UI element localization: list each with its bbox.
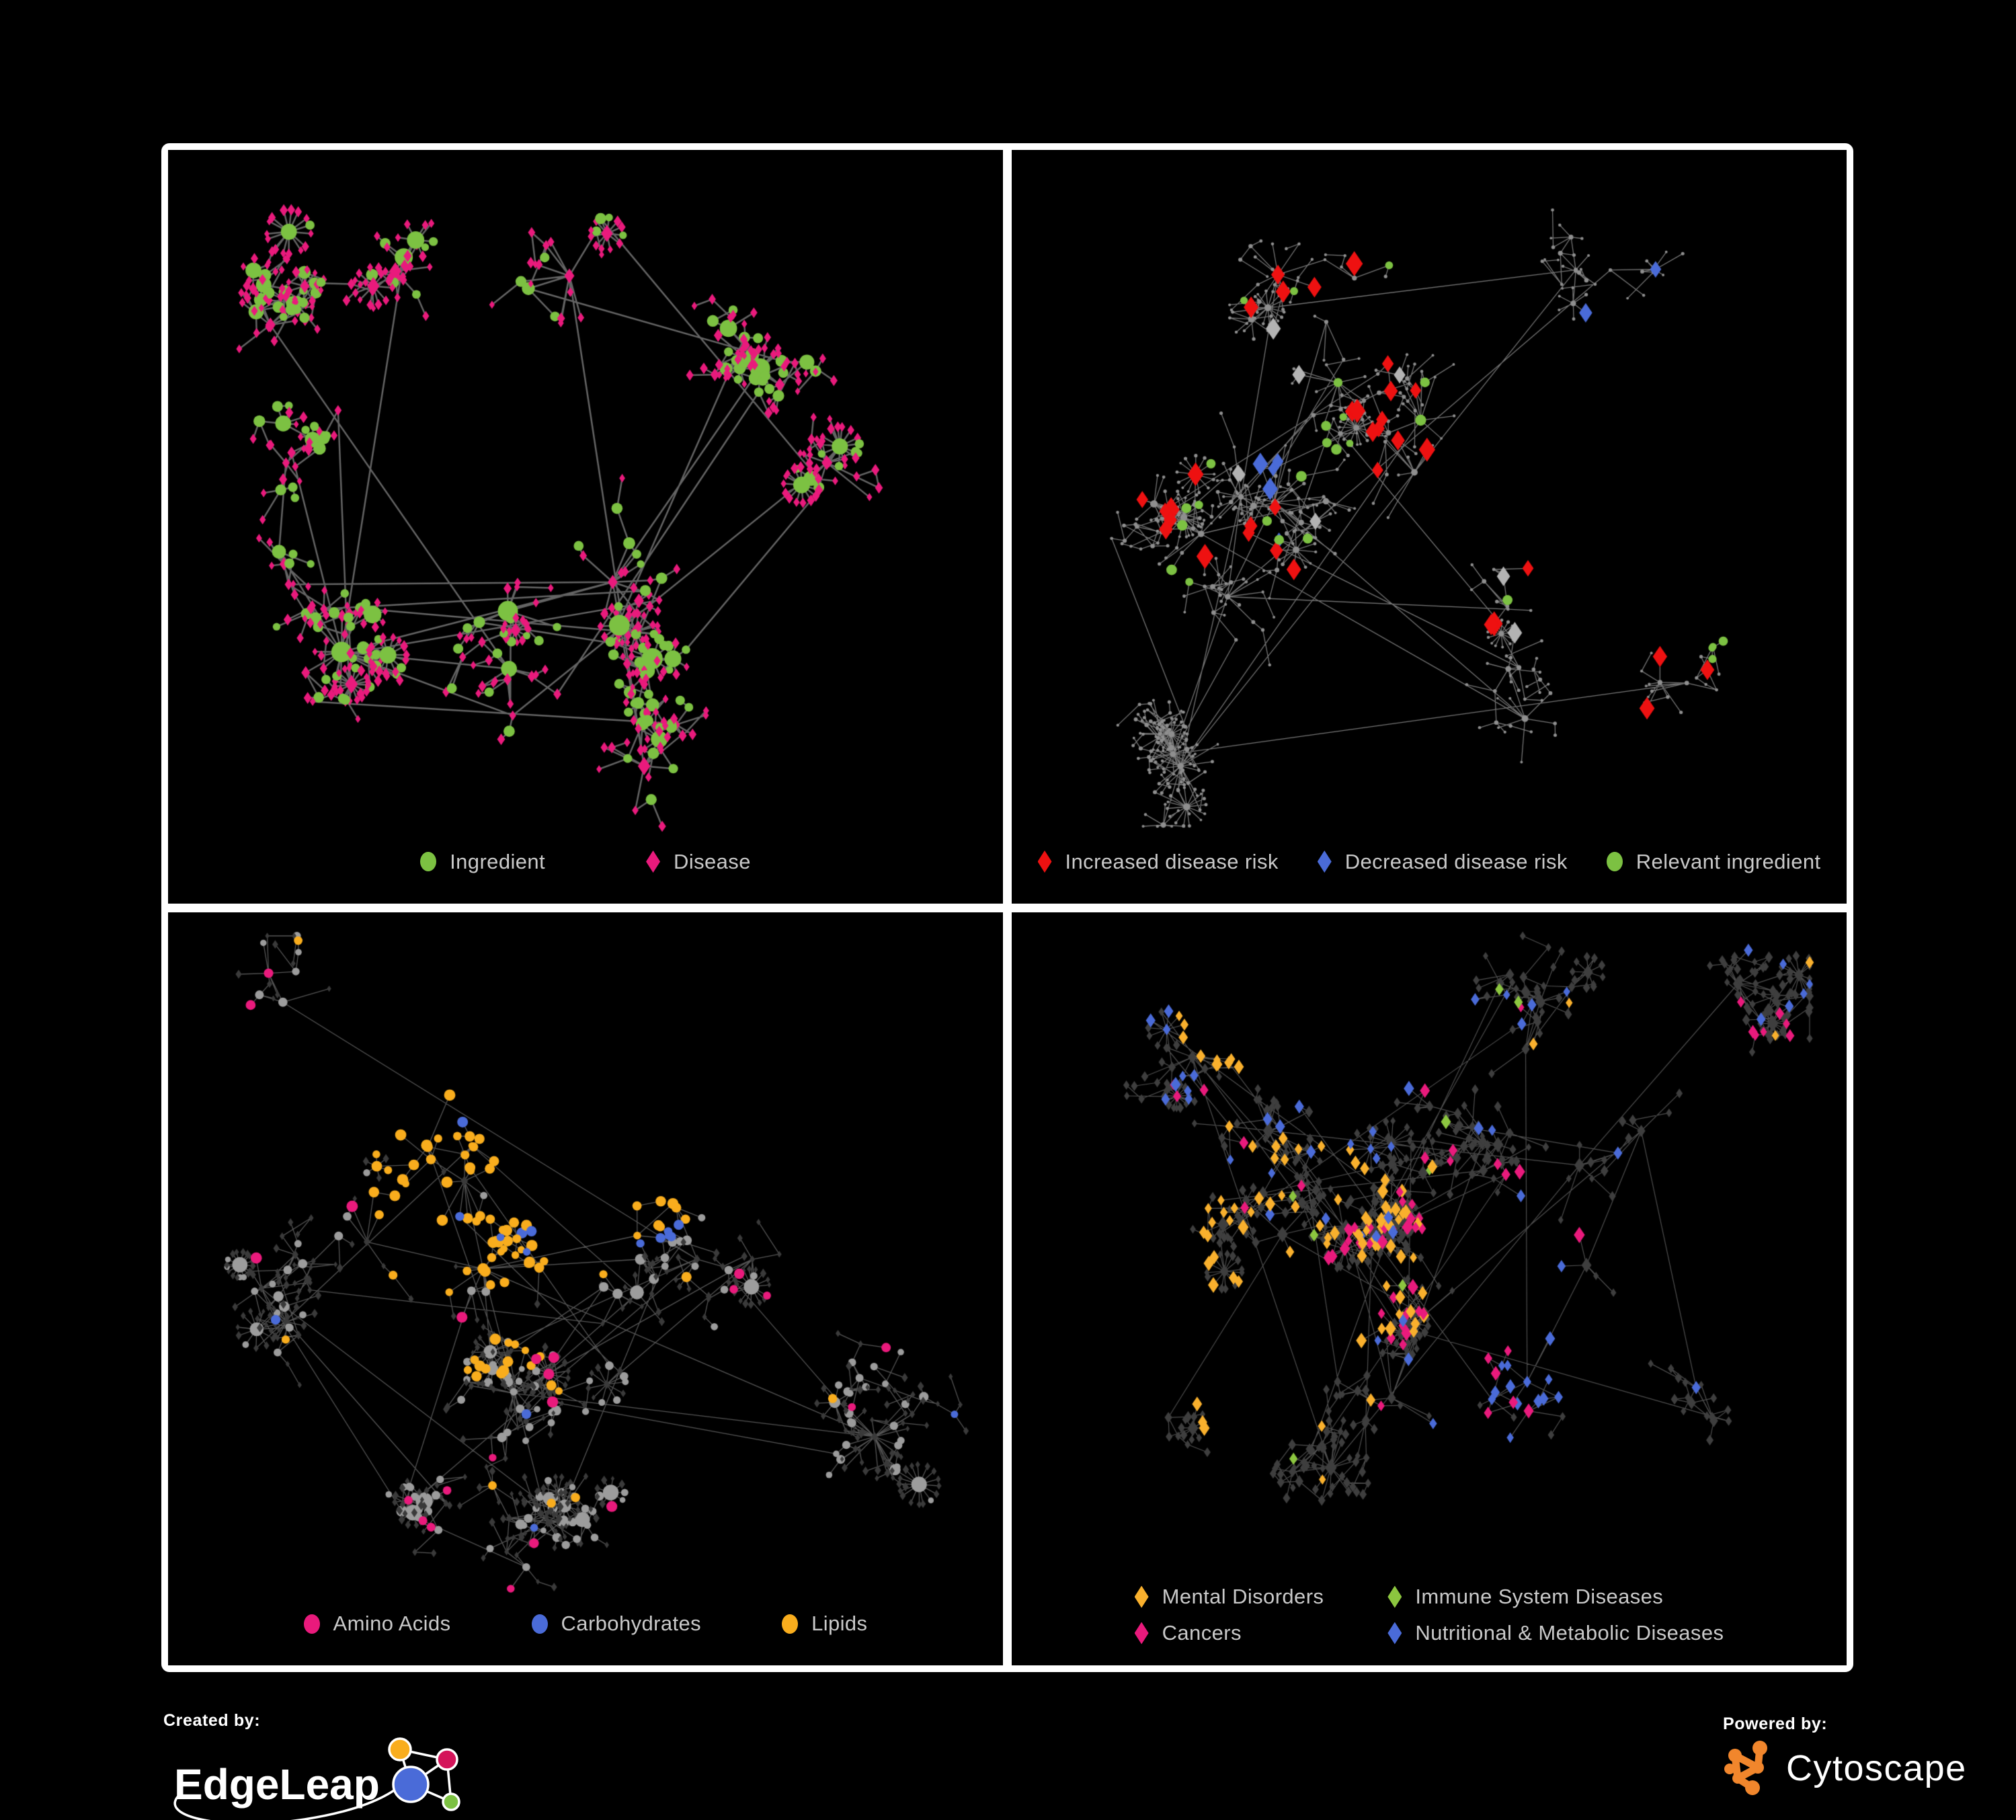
network-area-ingredient-disease <box>168 150 1003 843</box>
legend-ingredient-disease: Ingredient Disease <box>168 843 1003 904</box>
network-graph-ingredient-disease <box>168 150 1003 843</box>
diamond-legend-marker-icon <box>646 850 661 873</box>
circle-legend-marker-icon <box>420 852 437 871</box>
circle-legend-marker-icon <box>782 1614 799 1634</box>
legend-item: Amino Acids <box>303 1612 451 1636</box>
legend-label: Increased disease risk <box>1065 849 1279 873</box>
legend-label: Carbohydrates <box>561 1612 702 1635</box>
legend-label: Amino Acids <box>333 1612 451 1635</box>
network-graph-nutrient-classes <box>168 912 1003 1606</box>
diamond-legend-marker-icon <box>1387 1622 1402 1645</box>
panel-disease-classes: Mental Disorders Immune System Diseases Ca… <box>1012 912 1847 1665</box>
diamond-legend-marker-icon <box>1134 1622 1149 1645</box>
legend-label: Relevant ingredient <box>1636 849 1821 873</box>
edgeleap-logo: EdgeLeap <box>163 1731 479 1820</box>
powered-by-label: Powered by: <box>1723 1714 1828 1733</box>
legend-label: Ingredient <box>450 849 546 873</box>
cytoscape-wordmark: Cytoscape <box>1786 1748 1967 1788</box>
legend-item: Carbohydrates <box>531 1612 702 1636</box>
panel-nutrient-classes: Amino Acids Carbohydrates Lipids <box>168 912 1003 1665</box>
legend-item: Mental Disorders <box>1134 1585 1324 1609</box>
legend-item: Disease <box>646 850 751 874</box>
legend-item: Cancers <box>1134 1621 1324 1645</box>
legend-item: Nutritional & Metabolic Diseases <box>1387 1621 1724 1645</box>
diamond-legend-marker-icon <box>1037 850 1052 873</box>
legend-item: Ingredient <box>420 850 545 874</box>
created-by-block: Created by: EdgeLeap <box>163 1711 479 1820</box>
network-area-disease-risk <box>1012 150 1847 843</box>
legend-item: Relevant ingredient <box>1606 849 1821 874</box>
edgeleap-network-icon <box>388 1737 460 1811</box>
circle-legend-marker-icon <box>531 1614 548 1634</box>
legend-label: Lipids <box>811 1612 868 1635</box>
legend-label: Decreased disease risk <box>1344 849 1568 873</box>
powered-by-block: Powered by: Cytosc <box>1723 1714 1967 1797</box>
legend-item: Lipids <box>782 1612 867 1636</box>
network-graph-disease-classes <box>1012 912 1847 1579</box>
edgeleap-swoosh <box>173 1773 412 1820</box>
created-by-label: Created by: <box>163 1711 261 1730</box>
cytoscape-icon-nodes <box>1724 1741 1767 1795</box>
legend-label: Disease <box>674 849 751 873</box>
cytoscape-logo-icon <box>1724 1741 1767 1795</box>
cytoscape-logo: Cytoscape <box>1723 1739 1967 1797</box>
legend-label: Nutritional & Metabolic Diseases <box>1415 1621 1724 1645</box>
legend-nutrient-classes: Amino Acids Carbohydrates Lipids <box>168 1605 1003 1665</box>
legend-disease-risk: Increased disease risk Decreased disease … <box>1012 843 1847 904</box>
legend-disease-classes: Mental Disorders Immune System Diseases Ca… <box>1012 1578 1847 1665</box>
legend-item: Increased disease risk <box>1037 849 1279 874</box>
diamond-legend-marker-icon <box>1387 1585 1402 1608</box>
diamond-legend-marker-icon <box>1134 1585 1149 1608</box>
panel-ingredient-disease: Ingredient Disease <box>168 150 1003 904</box>
circle-legend-marker-icon <box>303 1614 320 1634</box>
circle-legend-marker-icon <box>1606 852 1623 871</box>
panel-disease-risk: Increased disease risk Decreased disease … <box>1012 150 1847 904</box>
network-area-nutrient-classes <box>168 912 1003 1606</box>
edgeleap-logo-graphic: EdgeLeap <box>173 1737 460 1820</box>
legend-label: Immune System Diseases <box>1415 1585 1664 1608</box>
legend-label: Mental Disorders <box>1162 1585 1324 1608</box>
edgeleap-wordmark: EdgeLeap <box>174 1760 380 1809</box>
panel-grid: Ingredient Disease Increased disease risk… <box>161 143 1853 1672</box>
legend-item: Immune System Diseases <box>1387 1585 1724 1609</box>
legend-label: Cancers <box>1162 1621 1242 1645</box>
diamond-legend-marker-icon <box>1317 850 1332 873</box>
network-area-disease-classes <box>1012 912 1847 1579</box>
network-graph-disease-risk <box>1012 150 1847 843</box>
legend-item: Decreased disease risk <box>1317 849 1568 874</box>
